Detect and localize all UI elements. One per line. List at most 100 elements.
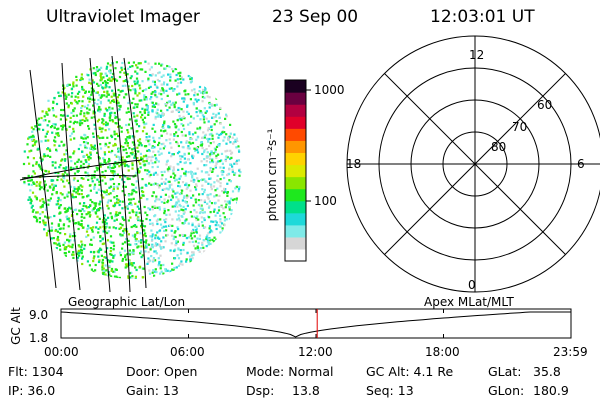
aurora-pixel bbox=[40, 186, 43, 189]
aurora-pixel bbox=[197, 224, 200, 227]
aurora-pixel bbox=[52, 186, 55, 189]
aurora-pixel bbox=[113, 173, 117, 176]
aurora-pixel bbox=[151, 145, 154, 148]
aurora-pixel bbox=[112, 182, 116, 186]
aurora-pixel bbox=[142, 121, 145, 124]
aurora-pixel bbox=[64, 171, 67, 174]
aurora-pixel bbox=[143, 225, 147, 228]
aurora-pixel bbox=[139, 232, 142, 235]
aurora-pixel bbox=[69, 245, 72, 248]
aurora-pixel bbox=[203, 178, 206, 181]
aurora-pixel bbox=[226, 191, 229, 194]
aurora-pixel bbox=[68, 125, 71, 128]
aurora-pixel bbox=[101, 268, 104, 271]
aurora-pixel bbox=[107, 146, 110, 149]
aurora-pixel bbox=[226, 194, 229, 197]
aurora-pixel bbox=[154, 74, 157, 77]
aurora-pixel bbox=[69, 156, 72, 159]
aurora-pixel bbox=[139, 111, 142, 114]
aurora-pixel bbox=[106, 247, 109, 250]
aurora-pixel bbox=[163, 170, 166, 173]
aurora-pixel bbox=[166, 64, 169, 68]
aurora-pixel bbox=[143, 160, 146, 163]
colorbar-band bbox=[285, 149, 306, 153]
aurora-pixel bbox=[234, 140, 237, 143]
aurora-pixel bbox=[207, 243, 210, 246]
aurora-pixel bbox=[136, 157, 139, 160]
aurora-pixel bbox=[194, 186, 197, 189]
aurora-pixel bbox=[102, 123, 105, 126]
aurora-pixel bbox=[208, 200, 211, 203]
aurora-pixel bbox=[109, 178, 112, 181]
aurora-pixel bbox=[98, 105, 101, 109]
aurora-pixel bbox=[100, 66, 103, 69]
aurora-pixel bbox=[189, 77, 192, 80]
aurora-pixel bbox=[186, 104, 189, 107]
aurora-pixel bbox=[189, 138, 192, 141]
aurora-pixel bbox=[146, 108, 149, 111]
aurora-pixel bbox=[173, 133, 176, 136]
aurora-pixel bbox=[201, 95, 204, 99]
aurora-pixel bbox=[178, 234, 181, 237]
aurora-pixel bbox=[163, 198, 166, 201]
aurora-pixel bbox=[148, 143, 151, 146]
aurora-pixel bbox=[207, 232, 210, 235]
aurora-pixel bbox=[88, 96, 91, 99]
aurora-pixel bbox=[118, 93, 121, 97]
aurora-pixel bbox=[102, 196, 105, 199]
aurora-pixel bbox=[139, 166, 142, 169]
aurora-pixel bbox=[165, 234, 168, 237]
aurora-pixel bbox=[172, 269, 175, 272]
aurora-pixel bbox=[162, 272, 165, 275]
aurora-pixel bbox=[106, 136, 109, 139]
aurora-pixel bbox=[159, 89, 163, 92]
aurora-pixel bbox=[222, 126, 225, 129]
aurora-pixel bbox=[105, 189, 108, 192]
aurora-pixel bbox=[161, 174, 164, 177]
aurora-pixel bbox=[115, 61, 118, 64]
aurora-pixel bbox=[38, 217, 41, 220]
aurora-pixel bbox=[82, 226, 85, 229]
aurora-pixel bbox=[76, 192, 79, 195]
aurora-pixel bbox=[50, 229, 54, 232]
aurora-pixel bbox=[205, 117, 208, 120]
aurora-pixel bbox=[203, 191, 206, 194]
aurora-pixel bbox=[108, 167, 111, 170]
aurora-pixel bbox=[146, 106, 149, 109]
aurora-pixel bbox=[167, 209, 170, 212]
aurora-pixel bbox=[147, 62, 150, 65]
aurora-pixel bbox=[114, 227, 118, 230]
aurora-pixel bbox=[115, 132, 118, 135]
aurora-pixel bbox=[33, 172, 36, 175]
aurora-pixel bbox=[105, 85, 108, 88]
aurora-pixel bbox=[106, 92, 109, 95]
aurora-pixel bbox=[111, 177, 114, 181]
aurora-pixel bbox=[192, 155, 195, 158]
aurora-pixel bbox=[154, 161, 157, 164]
aurora-pixel bbox=[183, 117, 186, 120]
time-tick-0600: 06:00 bbox=[170, 345, 205, 359]
aurora-pixel bbox=[162, 236, 165, 239]
aurora-pixel bbox=[57, 202, 60, 205]
aurora-pixel bbox=[184, 234, 187, 237]
aurora-pixel bbox=[215, 97, 218, 100]
aurora-pixel bbox=[47, 203, 50, 206]
aurora-pixel bbox=[30, 199, 33, 202]
aurora-pixel bbox=[64, 158, 67, 161]
aurora-pixel bbox=[218, 160, 221, 163]
aurora-pixel bbox=[101, 258, 104, 262]
colorbar-band bbox=[285, 143, 306, 147]
aurora-pixel bbox=[137, 139, 140, 142]
aurora-pixel bbox=[152, 258, 155, 261]
aurora-pixel bbox=[39, 181, 42, 184]
aurora-pixel bbox=[190, 230, 193, 233]
aurora-pixel bbox=[77, 221, 80, 224]
aurora-pixel bbox=[75, 75, 78, 78]
aurora-pixel bbox=[183, 221, 186, 224]
aurora-pixel bbox=[154, 157, 158, 160]
aurora-pixel bbox=[163, 218, 166, 222]
aurora-pixel bbox=[109, 114, 112, 117]
aurora-pixel bbox=[208, 133, 211, 136]
aurora-pixel bbox=[181, 134, 184, 137]
